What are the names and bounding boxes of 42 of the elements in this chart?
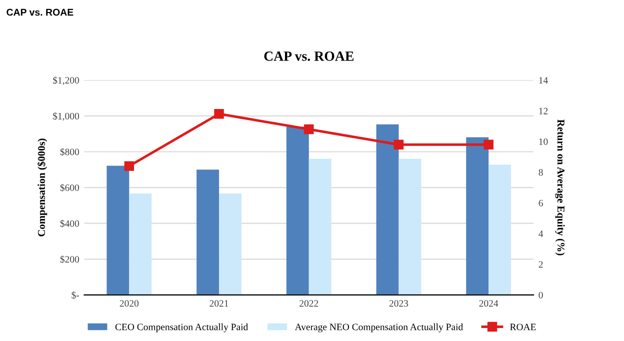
legend-label: ROAE <box>510 324 536 330</box>
y-tick-label: $200 <box>60 255 80 264</box>
y2-tick-label: 0 <box>538 292 543 298</box>
bar <box>466 137 489 295</box>
x-tick-label: 2022 <box>300 300 318 307</box>
x-tick-label: 2023 <box>389 300 408 307</box>
x-tick-label: 2020 <box>120 300 139 307</box>
bar <box>398 158 422 295</box>
bar <box>219 193 242 295</box>
y2-tick-label: 10 <box>539 138 548 145</box>
y2-tick-label: 4 <box>538 230 544 237</box>
y-tick-label: $- <box>72 291 80 300</box>
y-tick-label: $800 <box>60 148 80 156</box>
y-tick-label: $1,200 <box>53 76 80 86</box>
bar <box>286 126 309 295</box>
point <box>124 161 134 171</box>
x-tick-label: 2021 <box>210 300 228 307</box>
y-tick-label: $600 <box>60 184 80 192</box>
point <box>484 140 494 150</box>
bar <box>196 170 220 295</box>
x-tick-label: 2024 <box>479 300 498 307</box>
y-tick-label: $400 <box>60 220 80 228</box>
text: CAP vs. ROAE <box>6 8 74 16</box>
legend-label: CEO Compensation Actually Paid <box>115 323 248 332</box>
y-axis-title: Compensation ($000s) <box>37 138 48 236</box>
bar <box>488 164 512 295</box>
bar <box>129 193 152 295</box>
chart-title: CAP vs. ROAE <box>264 51 354 61</box>
y2-axis-title: Return on Average Equity (%) <box>555 120 565 256</box>
y2-tick-label: 2 <box>538 261 543 268</box>
y2-tick-label: 6 <box>538 200 543 206</box>
bar <box>376 124 399 295</box>
point <box>304 124 314 134</box>
y-tick-label: $1,000 <box>53 112 80 121</box>
y2-tick-label: 14 <box>539 77 548 84</box>
y2-tick-label: 8 <box>538 169 543 176</box>
point <box>394 140 404 150</box>
bar <box>308 158 332 295</box>
legend-label: Average NEO Compensation Actually Paid <box>294 323 463 332</box>
y2-tick-label: 12 <box>539 108 548 114</box>
point <box>214 109 224 119</box>
bar <box>106 166 130 295</box>
